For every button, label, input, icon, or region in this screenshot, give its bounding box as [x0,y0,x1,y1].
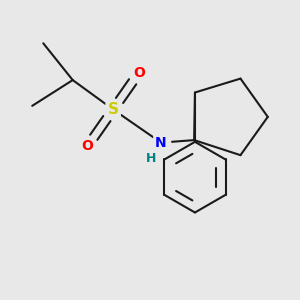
Text: N: N [155,136,167,150]
Text: S: S [108,102,119,117]
Text: O: O [82,139,93,153]
Text: O: O [133,66,145,80]
Text: H: H [146,152,157,165]
